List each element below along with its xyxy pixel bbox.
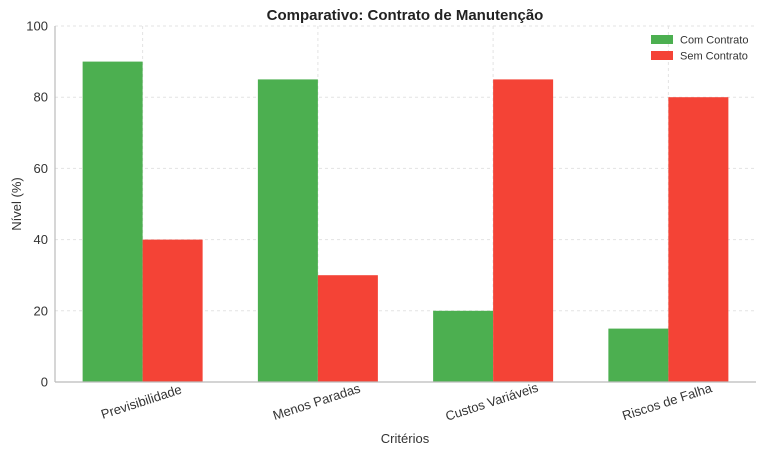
legend: Com Contrato Sem Contrato	[651, 35, 748, 63]
legend-label: Com Contrato	[680, 35, 748, 47]
legend-swatch	[651, 35, 673, 44]
bar-sem-contrato-3	[668, 97, 729, 382]
x-tick-label: Menos Paradas	[271, 380, 363, 423]
bar-sem-contrato-2	[493, 79, 554, 383]
x-axis-label: Critérios	[381, 431, 430, 446]
legend-label: Sem Contrato	[680, 51, 748, 63]
x-tick-label: Riscos de Falha	[620, 380, 714, 423]
bar-com-contrato-3	[608, 328, 669, 382]
bars	[82, 61, 729, 383]
y-tick-label: 20	[34, 303, 48, 318]
bar-sem-contrato-0	[142, 239, 203, 382]
y-tick-label: 40	[34, 232, 48, 247]
chart-title: Comparativo: Contrato de Manutenção	[267, 7, 544, 24]
legend-swatch	[651, 51, 673, 60]
axes	[54, 26, 756, 383]
y-tick-label: 100	[26, 19, 48, 34]
y-tick-label: 0	[41, 375, 48, 390]
bar-sem-contrato-1	[317, 275, 378, 382]
bar-com-contrato-2	[433, 310, 494, 382]
bar-com-contrato-1	[257, 79, 318, 383]
y-tick-label: 80	[34, 90, 48, 105]
x-tick-label: Custos Variáveis	[443, 380, 540, 424]
x-tick-label: Previsibilidade	[99, 382, 183, 422]
y-tick-labels: 0 20 40 60 80 100	[26, 19, 48, 390]
y-axis-label: Nível (%)	[9, 177, 24, 230]
bar-com-contrato-0	[82, 61, 143, 382]
y-tick-label: 60	[34, 161, 48, 176]
x-tick-labels: Previsibilidade Menos Paradas Custos Variá…	[99, 380, 714, 424]
